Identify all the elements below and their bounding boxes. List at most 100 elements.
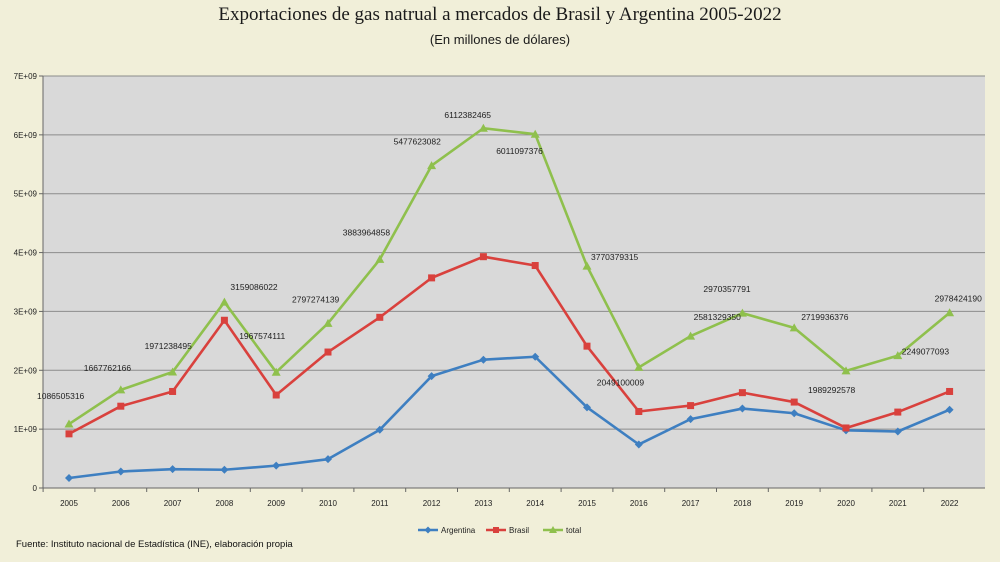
point-brasil xyxy=(376,313,384,321)
point-brasil xyxy=(790,398,798,406)
point-total xyxy=(323,318,333,327)
x-tick-label: 2008 xyxy=(216,499,234,508)
series-line-brasil xyxy=(68,255,951,435)
point-argentina xyxy=(790,409,799,418)
x-tick-label: 2010 xyxy=(319,499,337,508)
data-label: 2719936376 xyxy=(801,312,849,322)
point-total xyxy=(634,362,644,371)
point-argentina xyxy=(65,473,73,482)
point-brasil xyxy=(324,348,332,356)
y-tick-label: 5E+09 xyxy=(14,190,38,199)
data-label: 2970357791 xyxy=(703,284,751,294)
point-brasil xyxy=(635,407,643,415)
y-tick-label: 4E+09 xyxy=(14,249,38,258)
data-label: 2049100009 xyxy=(597,377,645,387)
x-tick-label: 2013 xyxy=(475,499,493,508)
y-tick-label: 7E+09 xyxy=(14,72,38,81)
x-tick-label: 2015 xyxy=(578,499,596,508)
point-argentina xyxy=(945,405,954,414)
data-label: 2978424190 xyxy=(935,294,983,304)
x-tick-label: 2006 xyxy=(112,499,130,508)
legend-marker-total xyxy=(549,526,557,533)
point-total xyxy=(945,308,955,317)
point-total xyxy=(893,351,903,360)
data-label: 2249077093 xyxy=(902,347,950,357)
point-total xyxy=(582,261,592,270)
legend-label-brasil: Brasil xyxy=(509,526,529,535)
point-total xyxy=(219,297,229,306)
point-brasil xyxy=(272,391,280,399)
point-total xyxy=(271,367,281,376)
data-label: 2797274139 xyxy=(292,294,340,304)
x-tick-label: 2019 xyxy=(785,499,803,508)
point-total xyxy=(789,323,799,332)
legend-label-total: total xyxy=(566,526,581,535)
data-label: 3770379315 xyxy=(591,252,639,262)
point-total xyxy=(427,161,437,170)
y-tick-label: 1E+09 xyxy=(14,425,38,434)
point-argentina xyxy=(738,404,747,413)
x-tick-label: 2014 xyxy=(526,499,544,508)
x-tick-label: 2009 xyxy=(267,499,285,508)
point-brasil xyxy=(169,387,177,395)
x-tick-label: 2016 xyxy=(630,499,648,508)
point-brasil xyxy=(428,274,436,282)
data-label: 2581329350 xyxy=(694,312,742,322)
y-tick-label: 6E+09 xyxy=(14,131,38,140)
y-tick-label: 3E+09 xyxy=(14,307,38,316)
y-tick-label: 0 xyxy=(33,484,38,493)
data-label: 1967574111 xyxy=(239,331,285,341)
point-argentina xyxy=(375,425,384,434)
point-argentina xyxy=(634,440,643,449)
point-brasil xyxy=(894,408,902,416)
point-argentina xyxy=(116,467,125,476)
data-label: 1086505316 xyxy=(37,391,85,401)
data-label: 1989292578 xyxy=(808,385,856,395)
point-argentina xyxy=(893,427,902,436)
point-argentina xyxy=(324,455,332,464)
point-brasil xyxy=(946,387,954,395)
x-tick-label: 2022 xyxy=(941,499,959,508)
legend: Argentina Brasil total xyxy=(418,526,581,535)
x-tick-label: 2021 xyxy=(889,499,907,508)
point-argentina xyxy=(583,403,591,412)
point-total xyxy=(375,254,385,263)
point-brasil xyxy=(687,402,695,410)
point-argentina xyxy=(272,461,281,470)
data-label: 3883964858 xyxy=(343,227,391,237)
point-total xyxy=(478,123,488,132)
legend-marker-brasil xyxy=(493,527,499,533)
data-label: 3159086022 xyxy=(230,282,278,292)
point-argentina xyxy=(427,372,436,381)
point-brasil xyxy=(738,389,746,397)
point-total xyxy=(530,129,540,138)
point-total xyxy=(841,366,851,375)
x-tick-label: 2007 xyxy=(164,499,182,508)
source-note: Fuente: Instituto nacional de Estadístic… xyxy=(16,539,293,550)
x-tick-label: 2018 xyxy=(734,499,752,508)
series-line-argentina xyxy=(68,355,951,480)
point-brasil xyxy=(117,402,125,410)
x-tick-label: 2011 xyxy=(371,499,389,508)
point-total xyxy=(686,331,696,340)
x-tick-label: 2020 xyxy=(837,499,855,508)
legend-label-argentina: Argentina xyxy=(441,526,476,535)
point-argentina xyxy=(220,465,229,474)
point-argentina xyxy=(531,352,540,361)
point-total xyxy=(168,367,178,376)
data-label: 6112382465 xyxy=(444,110,491,120)
series-lines xyxy=(68,126,951,480)
chart-subtitle: (En millones de dólares) xyxy=(429,32,571,47)
point-argentina xyxy=(479,355,488,364)
point-brasil xyxy=(65,430,73,438)
x-tick-label: 2012 xyxy=(423,499,441,508)
point-argentina xyxy=(168,465,177,474)
point-brasil xyxy=(220,316,228,324)
data-label: 1971238495 xyxy=(145,341,193,351)
point-argentina xyxy=(686,415,695,424)
y-tick-label: 2E+09 xyxy=(14,366,38,375)
data-labels: 1086505316 1667762166 1971238495 3159086022… xyxy=(37,110,982,401)
series-line-total xyxy=(68,126,951,426)
data-label: 6011097376 xyxy=(496,146,543,156)
